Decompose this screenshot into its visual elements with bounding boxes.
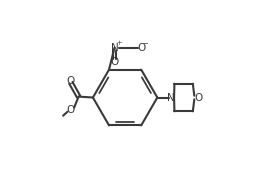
Text: O: O (67, 76, 75, 86)
Text: N: N (167, 93, 175, 102)
Text: N: N (111, 43, 118, 53)
Text: +: + (116, 40, 121, 46)
Text: O: O (194, 93, 203, 102)
Text: −: − (142, 40, 148, 47)
Text: O: O (137, 43, 145, 53)
Text: O: O (67, 105, 75, 115)
Text: O: O (110, 57, 119, 67)
